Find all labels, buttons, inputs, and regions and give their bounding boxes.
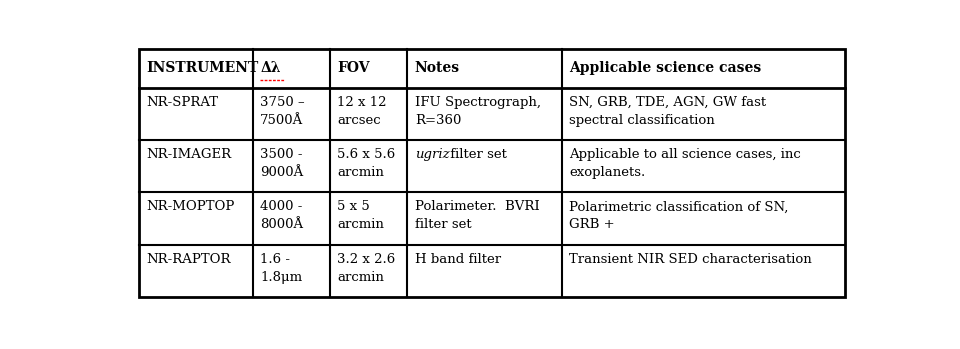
- Text: 4000 -
8000Å: 4000 - 8000Å: [260, 200, 303, 231]
- Text: NR-IMAGER: NR-IMAGER: [146, 148, 231, 161]
- Text: NR-RAPTOR: NR-RAPTOR: [146, 253, 230, 266]
- Text: Notes: Notes: [415, 61, 460, 75]
- Text: filter set: filter set: [446, 148, 507, 161]
- Text: Polarimeter.  BVRI
filter set: Polarimeter. BVRI filter set: [415, 200, 540, 231]
- Text: Polarimetric classification of SN,
GRB +: Polarimetric classification of SN, GRB +: [569, 200, 789, 231]
- Text: IFU Spectrograph,
R=360: IFU Spectrograph, R=360: [415, 96, 540, 127]
- Text: 5 x 5
arcmin: 5 x 5 arcmin: [338, 200, 384, 231]
- Text: 1.6 -
1.8μm: 1.6 - 1.8μm: [260, 253, 302, 284]
- Text: 3750 –
7500Å: 3750 – 7500Å: [260, 96, 304, 127]
- Text: FOV: FOV: [338, 61, 370, 75]
- Text: NR-SPRAT: NR-SPRAT: [146, 96, 218, 109]
- Text: H band filter: H band filter: [415, 253, 501, 266]
- Text: 5.6 x 5.6
arcmin: 5.6 x 5.6 arcmin: [338, 148, 396, 179]
- Text: ugriz: ugriz: [415, 148, 449, 161]
- Text: 12 x 12
arcsec: 12 x 12 arcsec: [338, 96, 387, 127]
- Text: Applicable to all science cases, inc
exoplanets.: Applicable to all science cases, inc exo…: [569, 148, 802, 179]
- Text: 3.2 x 2.6
arcmin: 3.2 x 2.6 arcmin: [338, 253, 396, 284]
- Text: 3500 -
9000Å: 3500 - 9000Å: [260, 148, 303, 179]
- Text: Transient NIR SED characterisation: Transient NIR SED characterisation: [569, 253, 812, 266]
- Text: Applicable science cases: Applicable science cases: [569, 61, 761, 75]
- Text: NR-MOPTOP: NR-MOPTOP: [146, 200, 234, 214]
- Text: SN, GRB, TDE, AGN, GW fast
spectral classification: SN, GRB, TDE, AGN, GW fast spectral clas…: [569, 96, 766, 127]
- Text: INSTRUMENT: INSTRUMENT: [146, 61, 258, 75]
- Text: Δλ: Δλ: [260, 61, 280, 75]
